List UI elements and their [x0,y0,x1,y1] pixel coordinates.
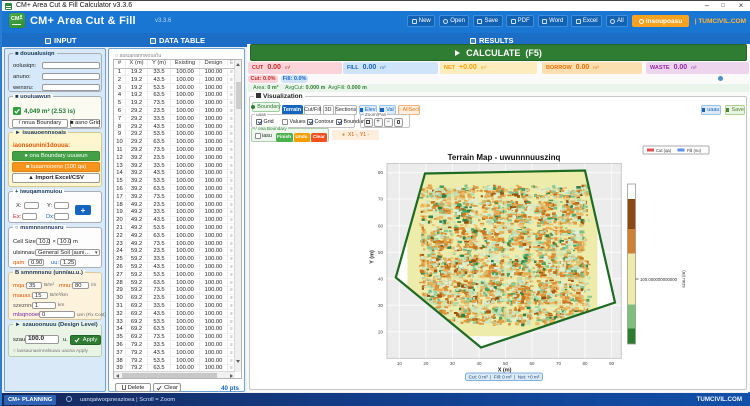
svg-text:Fill (nu): Fill (nu) [687,148,702,153]
svg-text:Y (m): Y (m) [370,250,376,264]
svg-text:30: 30 [450,361,456,366]
svg-text:szau (m): szau (m) [681,269,686,287]
svg-text:50: 50 [503,361,509,366]
svg-text:Terrain Map - uwunnnuuszinq: Terrain Map - uwunnnuuszinq [448,153,561,162]
svg-text:80: 80 [582,361,588,366]
svg-text:10: 10 [397,361,403,366]
svg-text:X (m): X (m) [498,367,512,373]
svg-text:Cut (qa): Cut (qa) [656,148,672,153]
svg-text:40: 40 [378,276,384,281]
svg-text:30: 30 [378,302,384,307]
svg-text:90: 90 [609,361,615,366]
svg-text:50: 50 [378,249,384,254]
svg-text:Cut: 0 m³ | Fill: 0 m³ | N: Cut: 0 m³ | Fill: 0 m³ | Net: +0 m³ [469,374,540,379]
svg-text:40: 40 [476,361,482,366]
svg-text:70: 70 [556,361,562,366]
svg-text:100.000000000000: 100.000000000000 [640,276,678,281]
svg-text:60: 60 [529,361,535,366]
svg-text:20: 20 [378,329,384,334]
svg-text:70: 70 [378,196,384,201]
svg-text:80: 80 [378,170,384,175]
svg-text:20: 20 [423,361,429,366]
svg-text:60: 60 [378,223,384,228]
